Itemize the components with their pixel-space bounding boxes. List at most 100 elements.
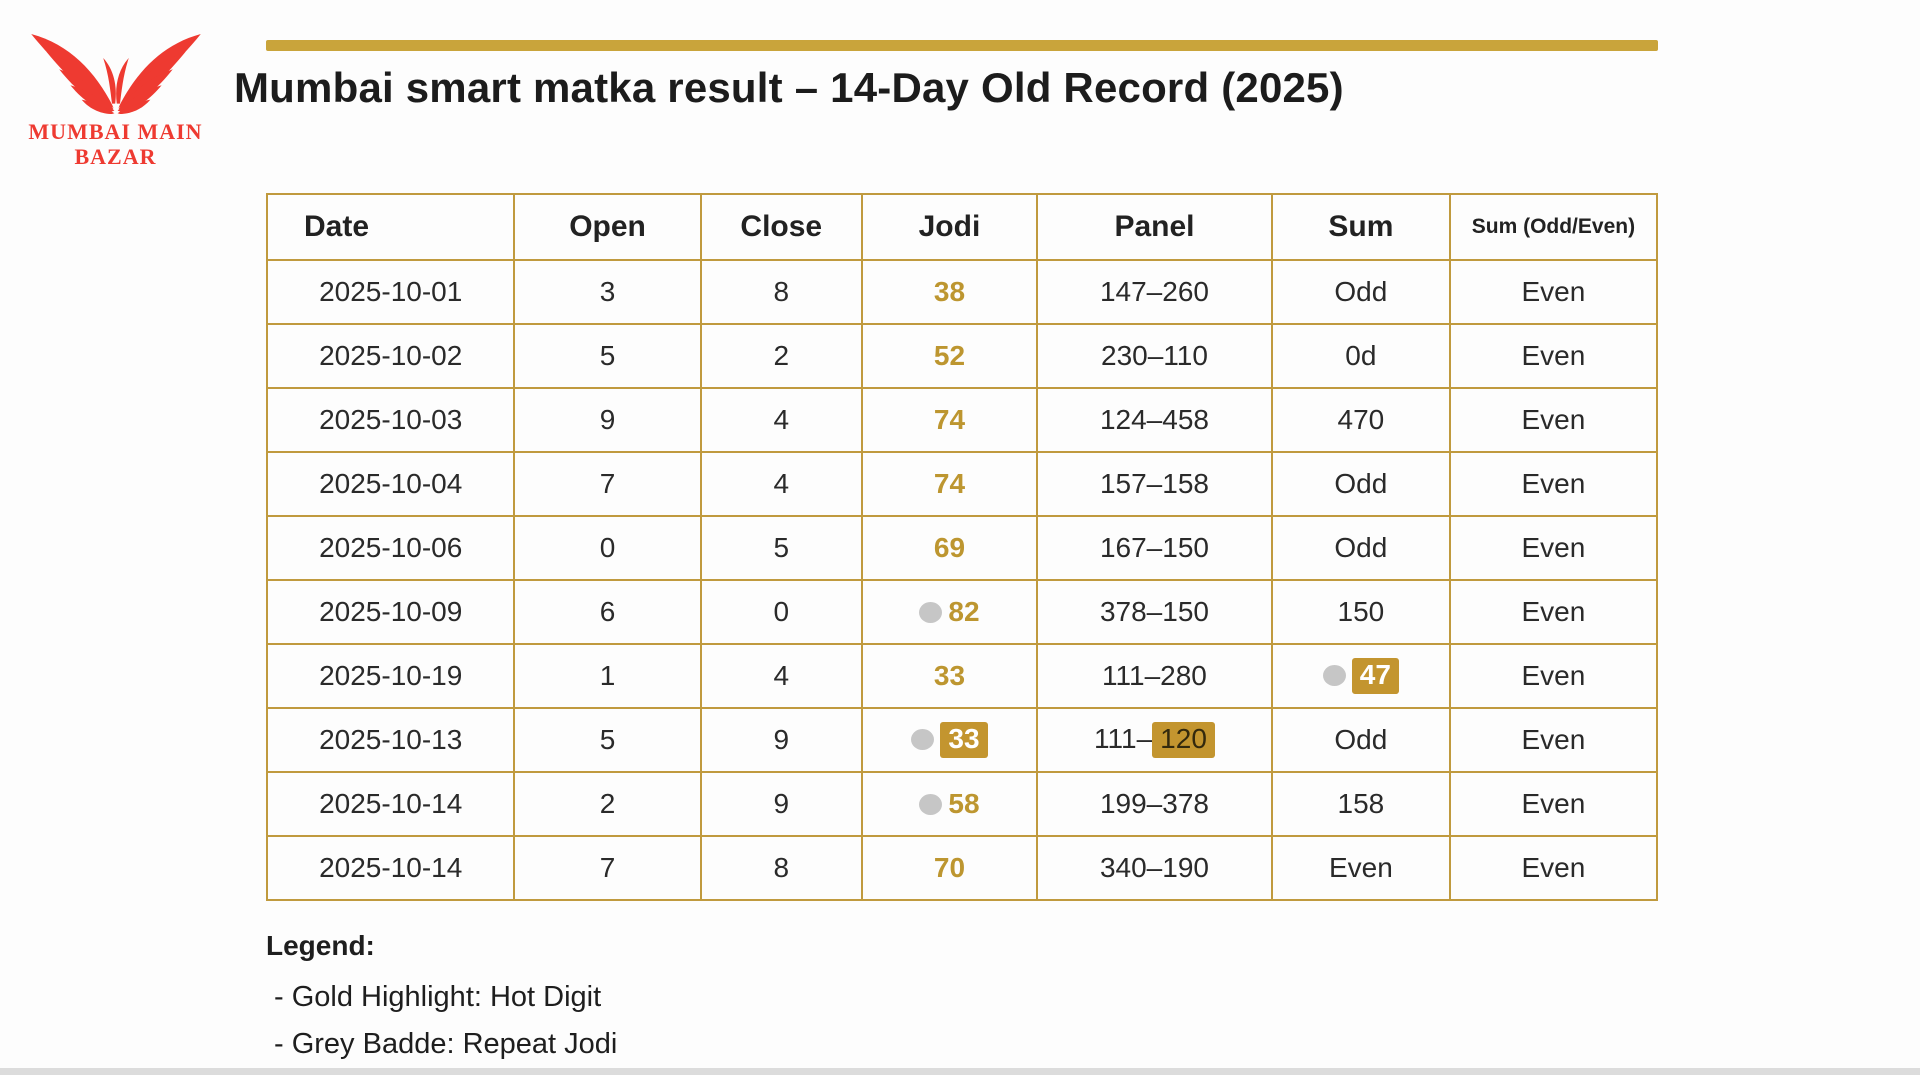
cell-value: Even [1521,276,1586,307]
cell-close: 2 [699,323,863,389]
cell-date: 2025-10-09 [265,579,516,645]
cell-sum-odd-even: Even [1448,771,1659,837]
cell-value: Even [1521,852,1586,883]
cell-date: 2025-10-04 [265,451,516,517]
cell-panel: 111–280 [1036,643,1273,709]
cell-value: 9 [773,788,790,819]
cell-value: 0 [773,596,790,627]
table-body: 2025-10-01 3 8 38 147–260 Odd Even 2025-10-02 5 2… [265,259,1659,901]
cell-sum: 470 [1270,387,1451,453]
cell-value: 150 [1337,596,1385,627]
cell-value: 2025-10-06 [319,532,463,563]
cell-value: 230–110 [1101,340,1208,371]
cell-date: 2025-10-06 [265,515,516,581]
cell-value: 9 [599,404,616,435]
cell-close: 0 [699,579,863,645]
table-row: 2025-10-14 2 9 58 199–378 158 Even [265,771,1659,837]
cell-jodi: 33 [860,643,1039,709]
cell-open: 2 [513,771,702,837]
cell-value: 3 [599,276,616,307]
cell-value: 2025-10-09 [319,596,463,627]
cell-open: 5 [513,707,702,773]
cell-sum: 0d [1270,323,1451,389]
cell-panel: 199–378 [1036,771,1273,837]
cell-close: 4 [699,643,863,709]
cell-value: 38 [933,276,966,307]
cell-panel: 340–190 [1036,835,1273,901]
wings-logo-icon [30,34,201,114]
cell-close: 4 [699,451,863,517]
cell-value: Even [1521,660,1586,691]
column-header-jodi: Jodi [860,193,1039,261]
cell-sum: Odd [1270,515,1451,581]
cell-value: 9 [773,724,790,755]
cell-close: 8 [699,835,863,901]
legend: Legend: - Gold Highlight: Hot Digit - Gr… [266,930,617,1068]
cell-value: Even [1521,404,1586,435]
table-row: 2025-10-14 7 8 70 340–190 Even Even [265,835,1659,901]
cell-value: Odd [1334,276,1388,307]
cell-panel: 111– 120 [1036,707,1273,773]
cell-date: 2025-10-19 [265,643,516,709]
repeat-jodi-badge [919,794,943,815]
cell-value: 2025-10-04 [319,468,463,499]
cell-panel: 167–150 [1036,515,1273,581]
cell-value: 4 [773,404,790,435]
cell-value: 120 [1152,721,1215,759]
cell-value: 0d [1345,340,1377,371]
cell-close: 8 [699,259,863,325]
cell-value: Even [1521,532,1586,563]
cell-value: Odd [1334,532,1388,563]
page-title: Mumbai smart matka result – 14-Day Old R… [234,64,1344,111]
table-row: 2025-10-13 5 9 33 111– 120 Odd Even [265,707,1659,773]
cell-open: 7 [513,835,702,901]
cell-value: 82 [948,596,980,627]
table-row: 2025-10-06 0 5 69 167–150 Odd Even [265,515,1659,581]
cell-sum-odd-even: Even [1448,323,1659,389]
cell-sum: Odd [1270,259,1451,325]
cell-jodi: 52 [860,323,1039,389]
cell-jodi: 58 [860,771,1039,837]
cell-value: Even [1521,788,1586,819]
cell-open: 9 [513,387,702,453]
column-header-date: Date [265,193,516,261]
logo-text-line2: BAZAR [74,143,157,169]
cell-date: 2025-10-13 [265,707,516,773]
cell-panel: 157–158 [1036,451,1273,517]
cell-value: 1 [599,660,616,691]
cell-value: 7 [599,468,616,499]
cell-value: 2025-10-13 [319,724,463,755]
gold-divider [266,40,1658,51]
cell-open: 3 [513,259,702,325]
column-header-panel: Panel [1036,193,1273,261]
site-logo: MUMBAI MAIN BAZAR [18,28,213,169]
cell-sum-odd-even: Even [1448,387,1659,453]
cell-value: 2025-10-14 [319,852,463,883]
column-header-sum: Sum [1270,193,1451,261]
repeat-jodi-badge [1322,664,1346,686]
cell-value: 2025-10-02 [319,340,463,371]
cell-value: 52 [933,340,966,371]
cell-value: 58 [948,788,980,819]
cell-close: 9 [699,707,863,773]
legend-item-grey-badge: - Grey Badde: Repeat Jodi [274,1028,618,1060]
results-table: Date Open Close Jodi Panel Sum Sum (Odd/Even) … [265,193,1659,901]
cell-date: 2025-10-01 [265,259,516,325]
cell-value: 8 [773,852,790,883]
cell-value: Even [1521,340,1586,371]
cell-sum-odd-even: Even [1448,515,1659,581]
cell-value: 157–158 [1099,468,1209,499]
column-header-close: Close [699,193,863,261]
cell-value: 340–190 [1099,852,1209,883]
cell-value: 0 [599,532,616,563]
cell-close: 5 [699,515,863,581]
cell-sum-odd-even: Even [1448,451,1659,517]
cell-value: 70 [933,852,966,883]
cell-value: 167–150 [1099,532,1209,563]
cell-jodi: 70 [860,835,1039,901]
cell-sum-odd-even: Even [1448,643,1659,709]
cell-value: Even [1521,596,1586,627]
cell-value: 470 [1337,404,1385,435]
cell-value: Even [1521,468,1586,499]
